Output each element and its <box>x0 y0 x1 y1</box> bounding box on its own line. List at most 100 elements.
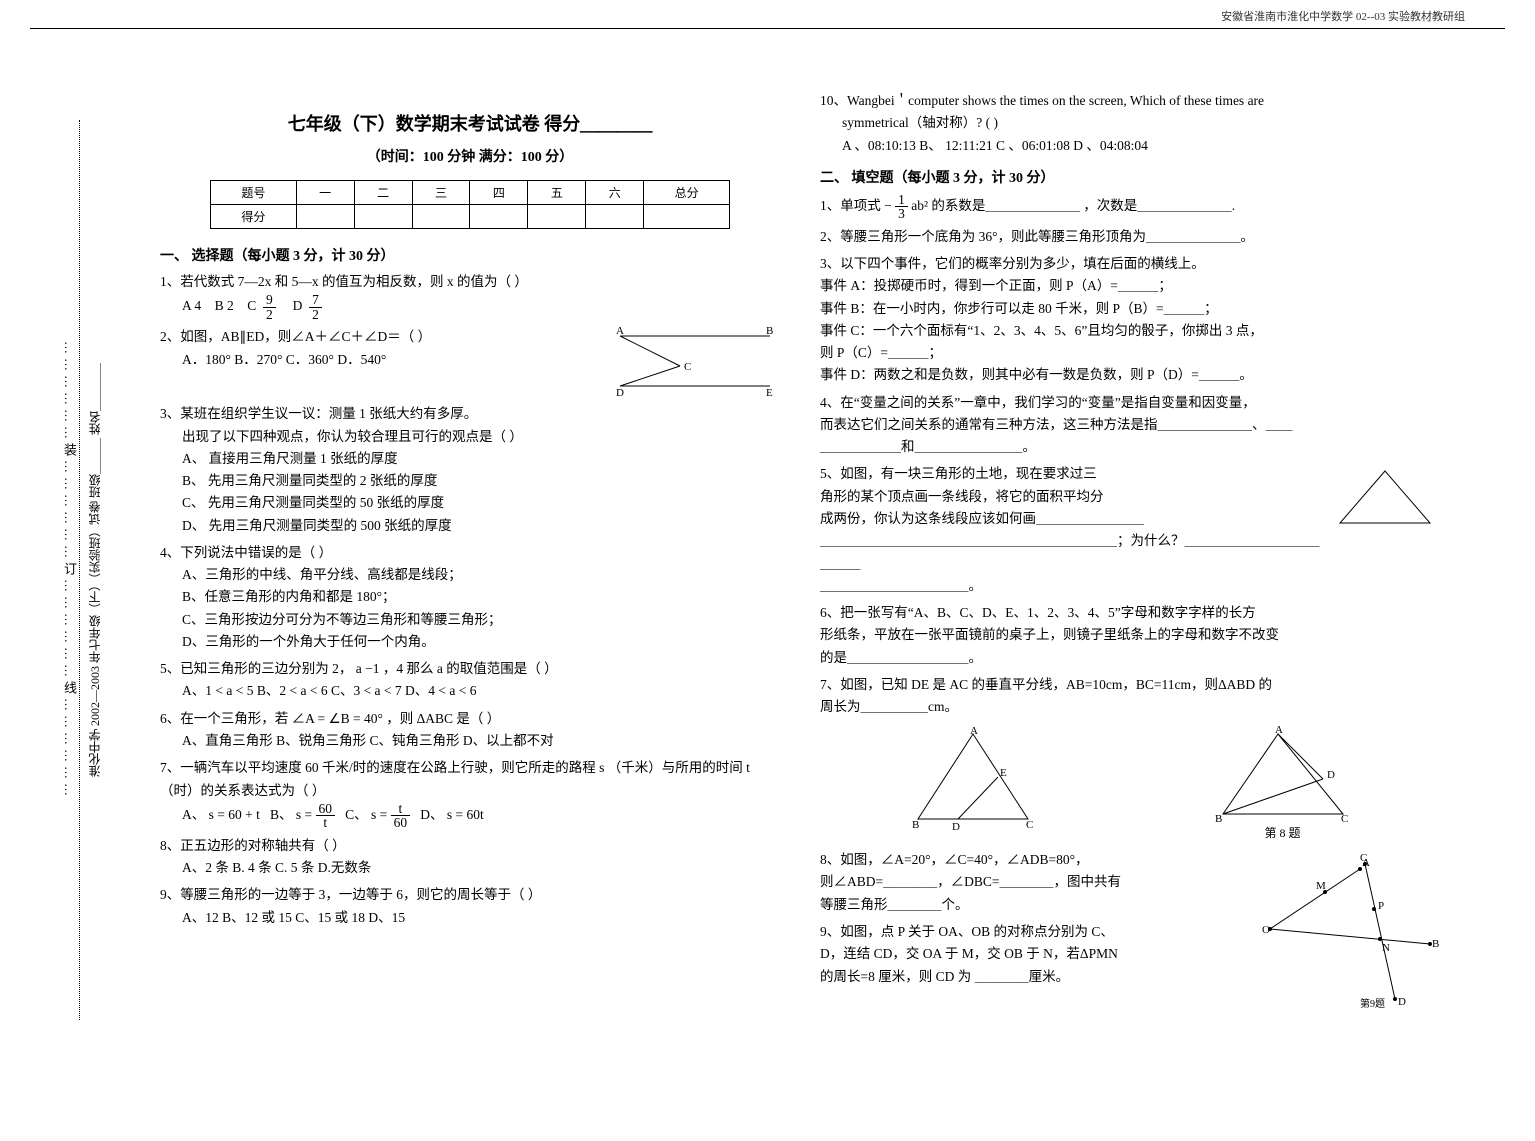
frac-num: t <box>391 802 411 817</box>
q7-B-label: B、 <box>270 807 293 822</box>
right-column: 10、Wangbei＇computer shows the times on t… <box>820 80 1440 1014</box>
q6-stem: 6、在一个三角形，若 ∠A = ∠B = 40° ，则 ΔABC 是（ ） <box>160 708 780 730</box>
score-h: 五 <box>528 181 586 205</box>
fq3-l1: 3、以下四个事件，它们的概率分别为多少，填在后面的横线上。 <box>820 253 1440 275</box>
fq7-l2: 周长为＿＿＿＿＿cm。 <box>820 696 1440 718</box>
question-2: A B C D E 2、如图，AB∥ED，则∠A＋∠C＋∠D＝（ ） A．180… <box>160 326 780 398</box>
fill-q8: O A B C D M N P 第9题 8、如图，∠A=20°，∠C=40°，∠… <box>820 849 1440 916</box>
lbl-C: C <box>1026 819 1033 831</box>
lbl-B: B <box>1215 813 1222 824</box>
fq4-l1: 4、在“变量之间的关系”一章中，我们学习的“变量”是指自变量和因变量， <box>820 392 1440 414</box>
q8-opts: A、2 条 B. 4 条 C. 5 条 D.无数条 <box>182 857 780 879</box>
side-label: 淮化中学 2002—2003 年七年级（下）（实验班）试卷 班级＿＿＿ 姓名＿＿… <box>86 120 126 1020</box>
lbl-C: C <box>684 361 691 373</box>
fq5-l4: ＿＿＿＿＿＿＿＿＿＿＿＿＿＿＿＿＿＿＿＿＿＿；为什么？＿＿＿＿＿＿＿＿＿＿＿＿＿ <box>820 530 1440 575</box>
question-1: 1、若代数式 7—2x 和 5—x 的值互为相反数，则 x 的值为（ ） A 4… <box>160 271 780 321</box>
page-header: 安徽省淮南市淮化中学数学 02--03 实验教材教研组 <box>30 0 1505 29</box>
lbl-N: N <box>1382 942 1390 954</box>
question-9: 9、等腰三角形的一边等于 3，一边等于 6，则它的周长等于（ ） A、12 B、… <box>160 884 780 929</box>
frac-num: 7 <box>309 293 322 308</box>
q1-opts: A 4 B 2 C 9 2 D 7 2 <box>182 293 780 321</box>
lbl-E: E <box>766 387 773 398</box>
fq4-l3: ＿＿＿＿＿＿和＿＿＿＿＿＿＿＿。 <box>820 436 1440 458</box>
fq6-l2: 形纸条，平放在一张平面镜前的桌子上，则镜子里纸条上的字母和数字不改变 <box>820 624 1440 646</box>
frac-den: 2 <box>263 308 276 322</box>
fq3-l6: 事件 D：两数之和是负数，则其中必有一数是负数，则 P（D）=＿＿＿。 <box>820 364 1440 386</box>
q1-C-label: C <box>247 298 256 313</box>
score-c <box>354 205 412 229</box>
fq1-b: ab² 的系数是＿＿＿＿＿＿＿ ，次数是＿＿＿＿＿＿＿. <box>911 198 1235 213</box>
fq1-a: 1、单项式 − <box>820 198 892 213</box>
frac-den: 2 <box>309 308 322 322</box>
lbl-A: A <box>1275 724 1283 736</box>
binding-text: ………………装………………订………………线……………… <box>62 341 77 800</box>
fq6-l3: 的是＿＿＿＿＿＿＿＿＿。 <box>820 647 1440 669</box>
q7-C-frac: t 60 <box>391 802 411 830</box>
lbl-D: D <box>1398 996 1406 1008</box>
q9-opts: A、12 B、12 或 15 C、15 或 18 D、15 <box>182 907 780 929</box>
q7-C-label: C、 <box>345 807 368 822</box>
question-5: 5、已知三角形的三边分别为 2， a −1 ，4 那么 a 的取值范围是（ ） … <box>160 658 780 703</box>
lbl-D: D <box>616 387 624 398</box>
q7-D: D、 s = 60t <box>420 807 484 822</box>
score-c <box>412 205 470 229</box>
exam-title: 七年级（下）数学期末考试试卷 得分＿＿＿＿ <box>160 110 780 136</box>
fq5-figure <box>1330 463 1440 533</box>
section-2-heading: 二、 填空题（每小题 3 分，计 30 分） <box>820 167 1440 187</box>
lbl-B: B <box>912 819 919 831</box>
lbl-E: E <box>1000 767 1007 779</box>
frac-num: 60 <box>316 802 336 817</box>
q4-stem: 4、下列说法中错误的是（ ） <box>160 542 780 564</box>
score-h: 二 <box>354 181 412 205</box>
q3-A: A、 直接用三角尺测量 1 张纸的厚度 <box>182 448 780 470</box>
q7-stem: 7、一辆汽车以平均速度 60 千米/时的速度在公路上行驶，则它所走的路程 s （… <box>160 757 780 802</box>
fq3-l5: 则 P（C）=＿＿＿； <box>820 342 1440 364</box>
frac-num: 1 <box>895 193 908 208</box>
section-1-heading: 一、 选择题（每小题 3 分，计 30 分） <box>160 245 780 265</box>
fq9-figure: O A B C D M N P 第9题 <box>1260 849 1440 1009</box>
lbl-M: M <box>1316 880 1326 892</box>
lbl-D: D <box>1327 769 1335 781</box>
fq1-frac: 1 3 <box>895 193 908 221</box>
fill-q6: 6、把一张写有“A、B、C、D、E、1、2、3、4、5”字母和数字字样的长方 形… <box>820 602 1440 669</box>
score-c <box>644 205 730 229</box>
q4-B: B、任意三角形的内角和都是 180°； <box>182 586 780 608</box>
score-c <box>586 205 644 229</box>
fill-q3: 3、以下四个事件，它们的概率分别为多少，填在后面的横线上。 事件 A：投掷硬币时… <box>820 253 1440 387</box>
fill-q2: 2、等腰三角形一个底角为 36°，则此等腰三角形顶角为＿＿＿＿＿＿＿。 <box>820 226 1440 248</box>
fq5-l5: ＿＿＿＿＿＿＿＿＿＿＿。 <box>820 575 1440 597</box>
q3-line2: 出现了以下四种观点，你认为较合理且可行的观点是（ ） <box>182 426 780 448</box>
q1-B: B 2 <box>215 298 234 313</box>
lbl-C: C <box>1360 852 1367 864</box>
fq8-figure-wrap: A B C D 第 8 题 <box>1203 724 1363 844</box>
q7-B-lhs: s = <box>296 807 312 822</box>
q10-stem2: symmetrical（轴对称）? ( ) <box>842 112 1440 134</box>
q1-A: A 4 <box>182 298 201 313</box>
q3-stem: 3、某班在组织学生议一议：测量 1 张纸大约有多厚。 <box>160 403 780 425</box>
q3-C: C、 先用三角尺测量同类型的 50 张纸的厚度 <box>182 492 780 514</box>
q1-D-frac: 7 2 <box>309 293 322 321</box>
q10-stem1: 10、Wangbei＇computer shows the times on t… <box>820 90 1440 112</box>
q7-opts: A、 s = 60 + t B、 s = 60 t C、 s = t 60 D、… <box>182 802 780 830</box>
lbl-C: C <box>1341 813 1348 824</box>
score-c <box>528 205 586 229</box>
lbl-B: B <box>766 326 773 337</box>
score-h: 一 <box>296 181 354 205</box>
q7-C-lhs: s = <box>371 807 387 822</box>
question-7: 7、一辆汽车以平均速度 60 千米/时的速度在公路上行驶，则它所走的路程 s （… <box>160 757 780 830</box>
score-h: 总分 <box>644 181 730 205</box>
lbl-O: O <box>1262 924 1270 936</box>
question-4: 4、下列说法中错误的是（ ） A、三角形的中线、角平分线、高线都是线段； B、任… <box>160 542 780 653</box>
fill-q1: 1、单项式 − 1 3 ab² 的系数是＿＿＿＿＿＿＿ ，次数是＿＿＿＿＿＿＿. <box>820 193 1440 221</box>
q1-stem: 1、若代数式 7—2x 和 5—x 的值互为相反数，则 x 的值为（ ） <box>160 271 780 293</box>
q4-A: A、三角形的中线、角平分线、高线都是线段； <box>182 564 780 586</box>
binding-line: ………………装………………订………………线……………… <box>50 120 80 1020</box>
score-h: 题号 <box>211 181 297 205</box>
lbl-B: B <box>1432 938 1439 950</box>
fq6-l1: 6、把一张写有“A、B、C、D、E、1、2、3、4、5”字母和数字字样的长方 <box>820 602 1440 624</box>
score-h: 六 <box>586 181 644 205</box>
frac-den: 60 <box>391 816 411 830</box>
fq7-l1: 7、如图，已知 DE 是 AC 的垂直平分线，AB=10cm，BC=11cm，则… <box>820 674 1440 696</box>
content: 七年级（下）数学期末考试试卷 得分＿＿＿＿ （时间：100 分钟 满分：100 … <box>160 80 1440 1014</box>
q5-opts: A、1 < a < 5 B、2 < a < 6 C、3 < a < 7 D、4 … <box>182 680 780 702</box>
